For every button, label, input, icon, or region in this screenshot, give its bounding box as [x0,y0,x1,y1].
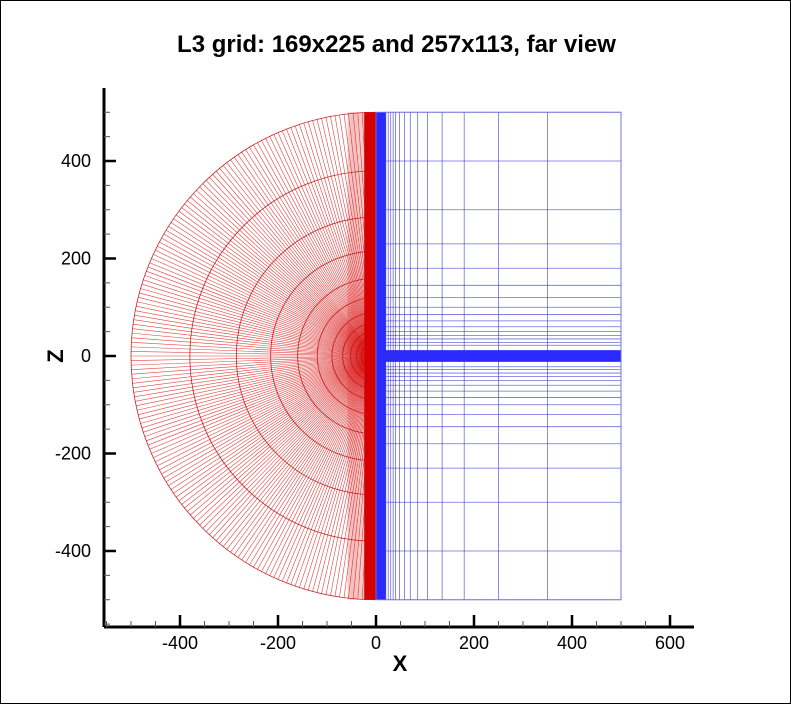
y-tick-label: 0 [81,346,91,366]
y-tick-label: 400 [61,151,91,171]
x-tick-label: 0 [371,633,381,653]
x-tick-label: 600 [655,633,685,653]
y-axis-title: Z [43,349,68,362]
x-tick-label: -400 [162,633,198,653]
axes [102,88,694,629]
tick-labels: -400 -200 0 200 400 600 -400 -200 0 200 400 [55,151,685,653]
chart-title: L3 grid: 169x225 and 257x113, far view [177,31,616,58]
x-tick-label: 200 [459,633,489,653]
red-polar-mesh [130,111,377,601]
x-tick-label: 400 [557,633,587,653]
y-tick-label: -400 [55,541,91,561]
y-tick-label: 200 [61,249,91,269]
x-tick-label: -200 [260,633,296,653]
x-axis-title: X [393,651,408,676]
blue-cartesian-mesh [375,111,622,601]
y-tick-label: -200 [55,444,91,464]
